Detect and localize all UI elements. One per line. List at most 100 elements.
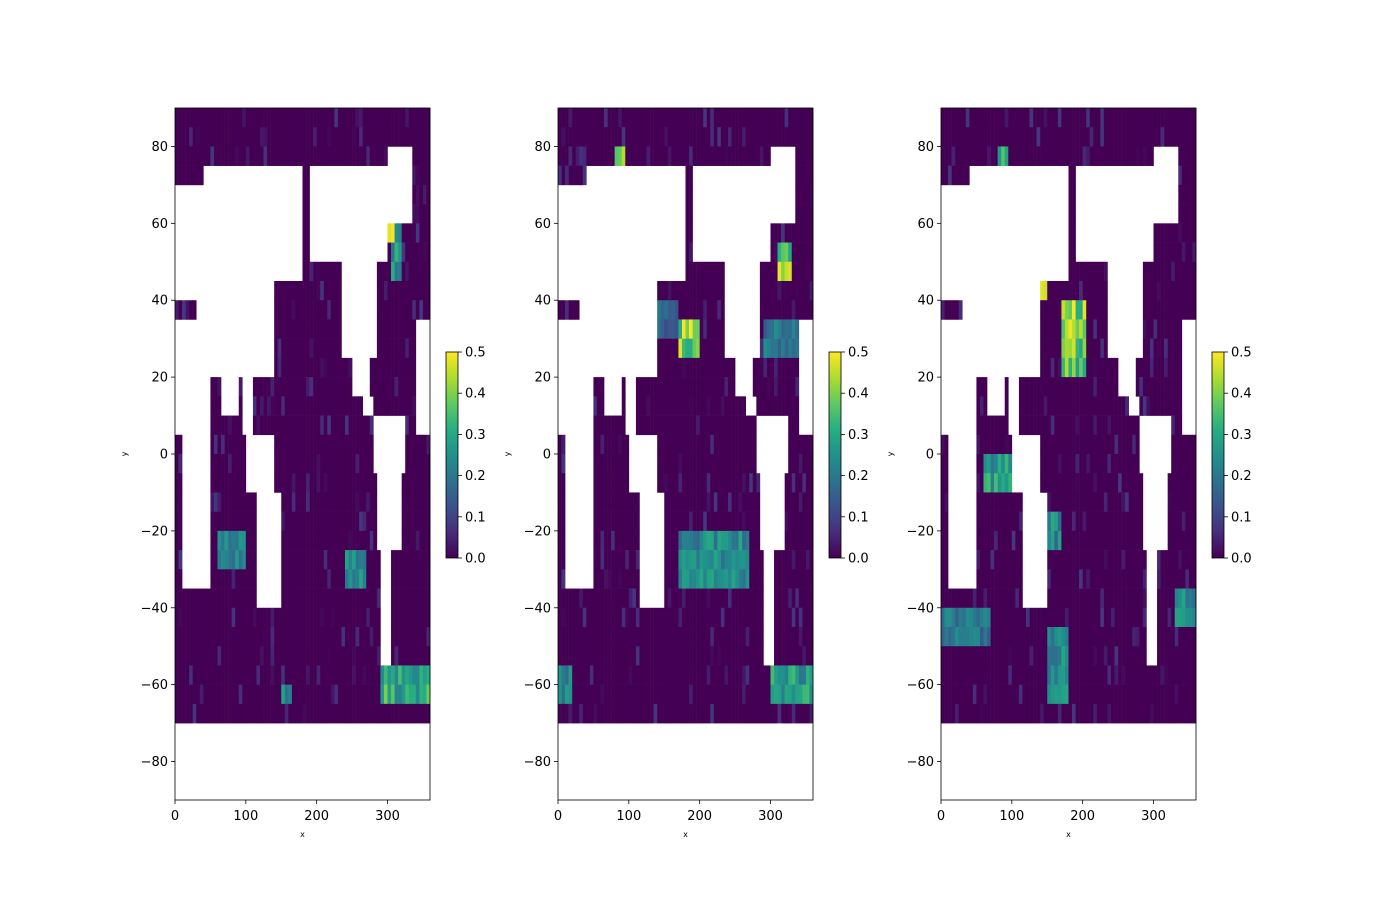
- heatmap-cell: [1068, 646, 1073, 666]
- heatmap-cell: [696, 357, 700, 378]
- heatmap-cell: [1139, 377, 1144, 397]
- heatmap-cell: [284, 434, 289, 455]
- heatmap-cell: [1132, 511, 1137, 532]
- heatmap-cell: [728, 415, 732, 436]
- heatmap-cell: [238, 108, 243, 128]
- heatmap-cell: [213, 530, 218, 551]
- heatmap-cell: [611, 684, 615, 705]
- heatmap-cell: [1118, 627, 1122, 647]
- heatmap-cell: [1114, 646, 1119, 666]
- heatmap-cell: [1079, 454, 1083, 474]
- heatmap-cell: [320, 511, 325, 532]
- heatmap-cell: [1171, 242, 1176, 263]
- heatmap-cell: [1103, 646, 1108, 666]
- heatmap-cell: [983, 377, 988, 397]
- heatmap-cell: [1146, 146, 1151, 166]
- heatmap-cell: [1111, 646, 1115, 666]
- heatmap-cell: [983, 396, 988, 416]
- heatmap-cell: [288, 357, 293, 378]
- heatmap-cell: [717, 665, 722, 685]
- heatmap-cell: [373, 377, 378, 397]
- heatmap-cell: [291, 530, 296, 551]
- heatmap-cell: [990, 684, 995, 705]
- heatmap-cell: [639, 607, 644, 628]
- heatmap-cell: [997, 588, 1002, 609]
- heatmap-cell: [316, 550, 321, 570]
- heatmap-cell: [749, 473, 754, 493]
- heatmap-cell: [277, 146, 282, 166]
- heatmap-cell: [1093, 627, 1098, 647]
- heatmap-cell: [994, 511, 998, 532]
- heatmap-cell: [1114, 627, 1119, 647]
- heatmap-cell: [1100, 338, 1105, 359]
- heatmap-cell: [706, 703, 711, 724]
- heatmap-cell: [706, 434, 711, 455]
- colorbar-gradient: [445, 351, 459, 559]
- heatmap-cell: [178, 665, 183, 685]
- heatmap-cell: [302, 281, 307, 301]
- heatmap-cell: [987, 511, 991, 532]
- heatmap-cell: [1146, 338, 1151, 359]
- heatmap-cell: [1157, 357, 1161, 378]
- heatmap-cell: [1096, 415, 1101, 436]
- heatmap-cell: [742, 550, 747, 570]
- heatmap-cell: [228, 665, 232, 685]
- heatmap-cell: [710, 281, 715, 301]
- heatmap-cell: [1096, 588, 1101, 609]
- heatmap-cell: [405, 703, 410, 724]
- heatmap-cell: [405, 261, 410, 282]
- heatmap-cell: [330, 338, 335, 359]
- heatmap-cell: [1160, 357, 1165, 378]
- heatmap-cell: [1068, 338, 1073, 359]
- heatmap-cell: [1001, 146, 1006, 166]
- heatmap-cell: [327, 146, 332, 166]
- heatmap-cell: [972, 646, 977, 666]
- heatmap-cell: [330, 473, 335, 493]
- heatmap-cell: [674, 684, 679, 705]
- heatmap-cell: [394, 338, 399, 359]
- heatmap-cell: [1079, 377, 1083, 397]
- heatmap-cell: [791, 569, 796, 589]
- heatmap-cell: [1086, 627, 1091, 647]
- heatmap-cell: [766, 319, 771, 339]
- heatmap-cell: [203, 108, 208, 128]
- heatmap-cell: [1139, 646, 1144, 666]
- heatmap-cell: [1036, 396, 1041, 416]
- heatmap-cell: [972, 108, 977, 128]
- heatmap-cell: [1082, 511, 1087, 532]
- heatmap-cell: [1174, 454, 1179, 474]
- heatmap-cell: [1107, 703, 1112, 724]
- heatmap-cell: [1153, 108, 1158, 128]
- heatmap-cell: [1086, 415, 1091, 436]
- heatmap-cell: [359, 492, 364, 512]
- heatmap-cell: [235, 127, 240, 147]
- heatmap-cell: [1075, 492, 1080, 512]
- heatmap-cell: [1075, 511, 1080, 532]
- heatmap-cell: [352, 684, 356, 705]
- heatmap-cell: [1026, 627, 1030, 647]
- heatmap-cell: [228, 108, 232, 128]
- heatmap-cell: [979, 415, 984, 436]
- heatmap-cell: [295, 607, 300, 628]
- heatmap-cell: [983, 703, 988, 724]
- heatmap-cell: [1160, 223, 1165, 243]
- heatmap-cell: [742, 646, 747, 666]
- heatmap-cell: [337, 396, 342, 416]
- heatmap-cell: [596, 434, 601, 455]
- heatmap-cell: [1026, 703, 1030, 724]
- heatmap-cell: [1125, 588, 1130, 609]
- heatmap-cell: [1096, 703, 1101, 724]
- heatmap-cell: [401, 357, 406, 378]
- heatmap-cell: [674, 588, 679, 609]
- heatmap-cell: [1079, 338, 1083, 359]
- heatmap-cell: [394, 646, 399, 666]
- heatmap-cell: [1068, 511, 1073, 532]
- heatmap-cell: [412, 607, 417, 628]
- heatmap-cell: [660, 415, 665, 436]
- heatmap-cell: [192, 646, 197, 666]
- heatmap-cell: [1047, 530, 1052, 551]
- heatmap-cell: [1089, 530, 1094, 551]
- heatmap-cell: [295, 646, 300, 666]
- heatmap-cell: [664, 319, 669, 339]
- heatmap-cell: [600, 377, 605, 397]
